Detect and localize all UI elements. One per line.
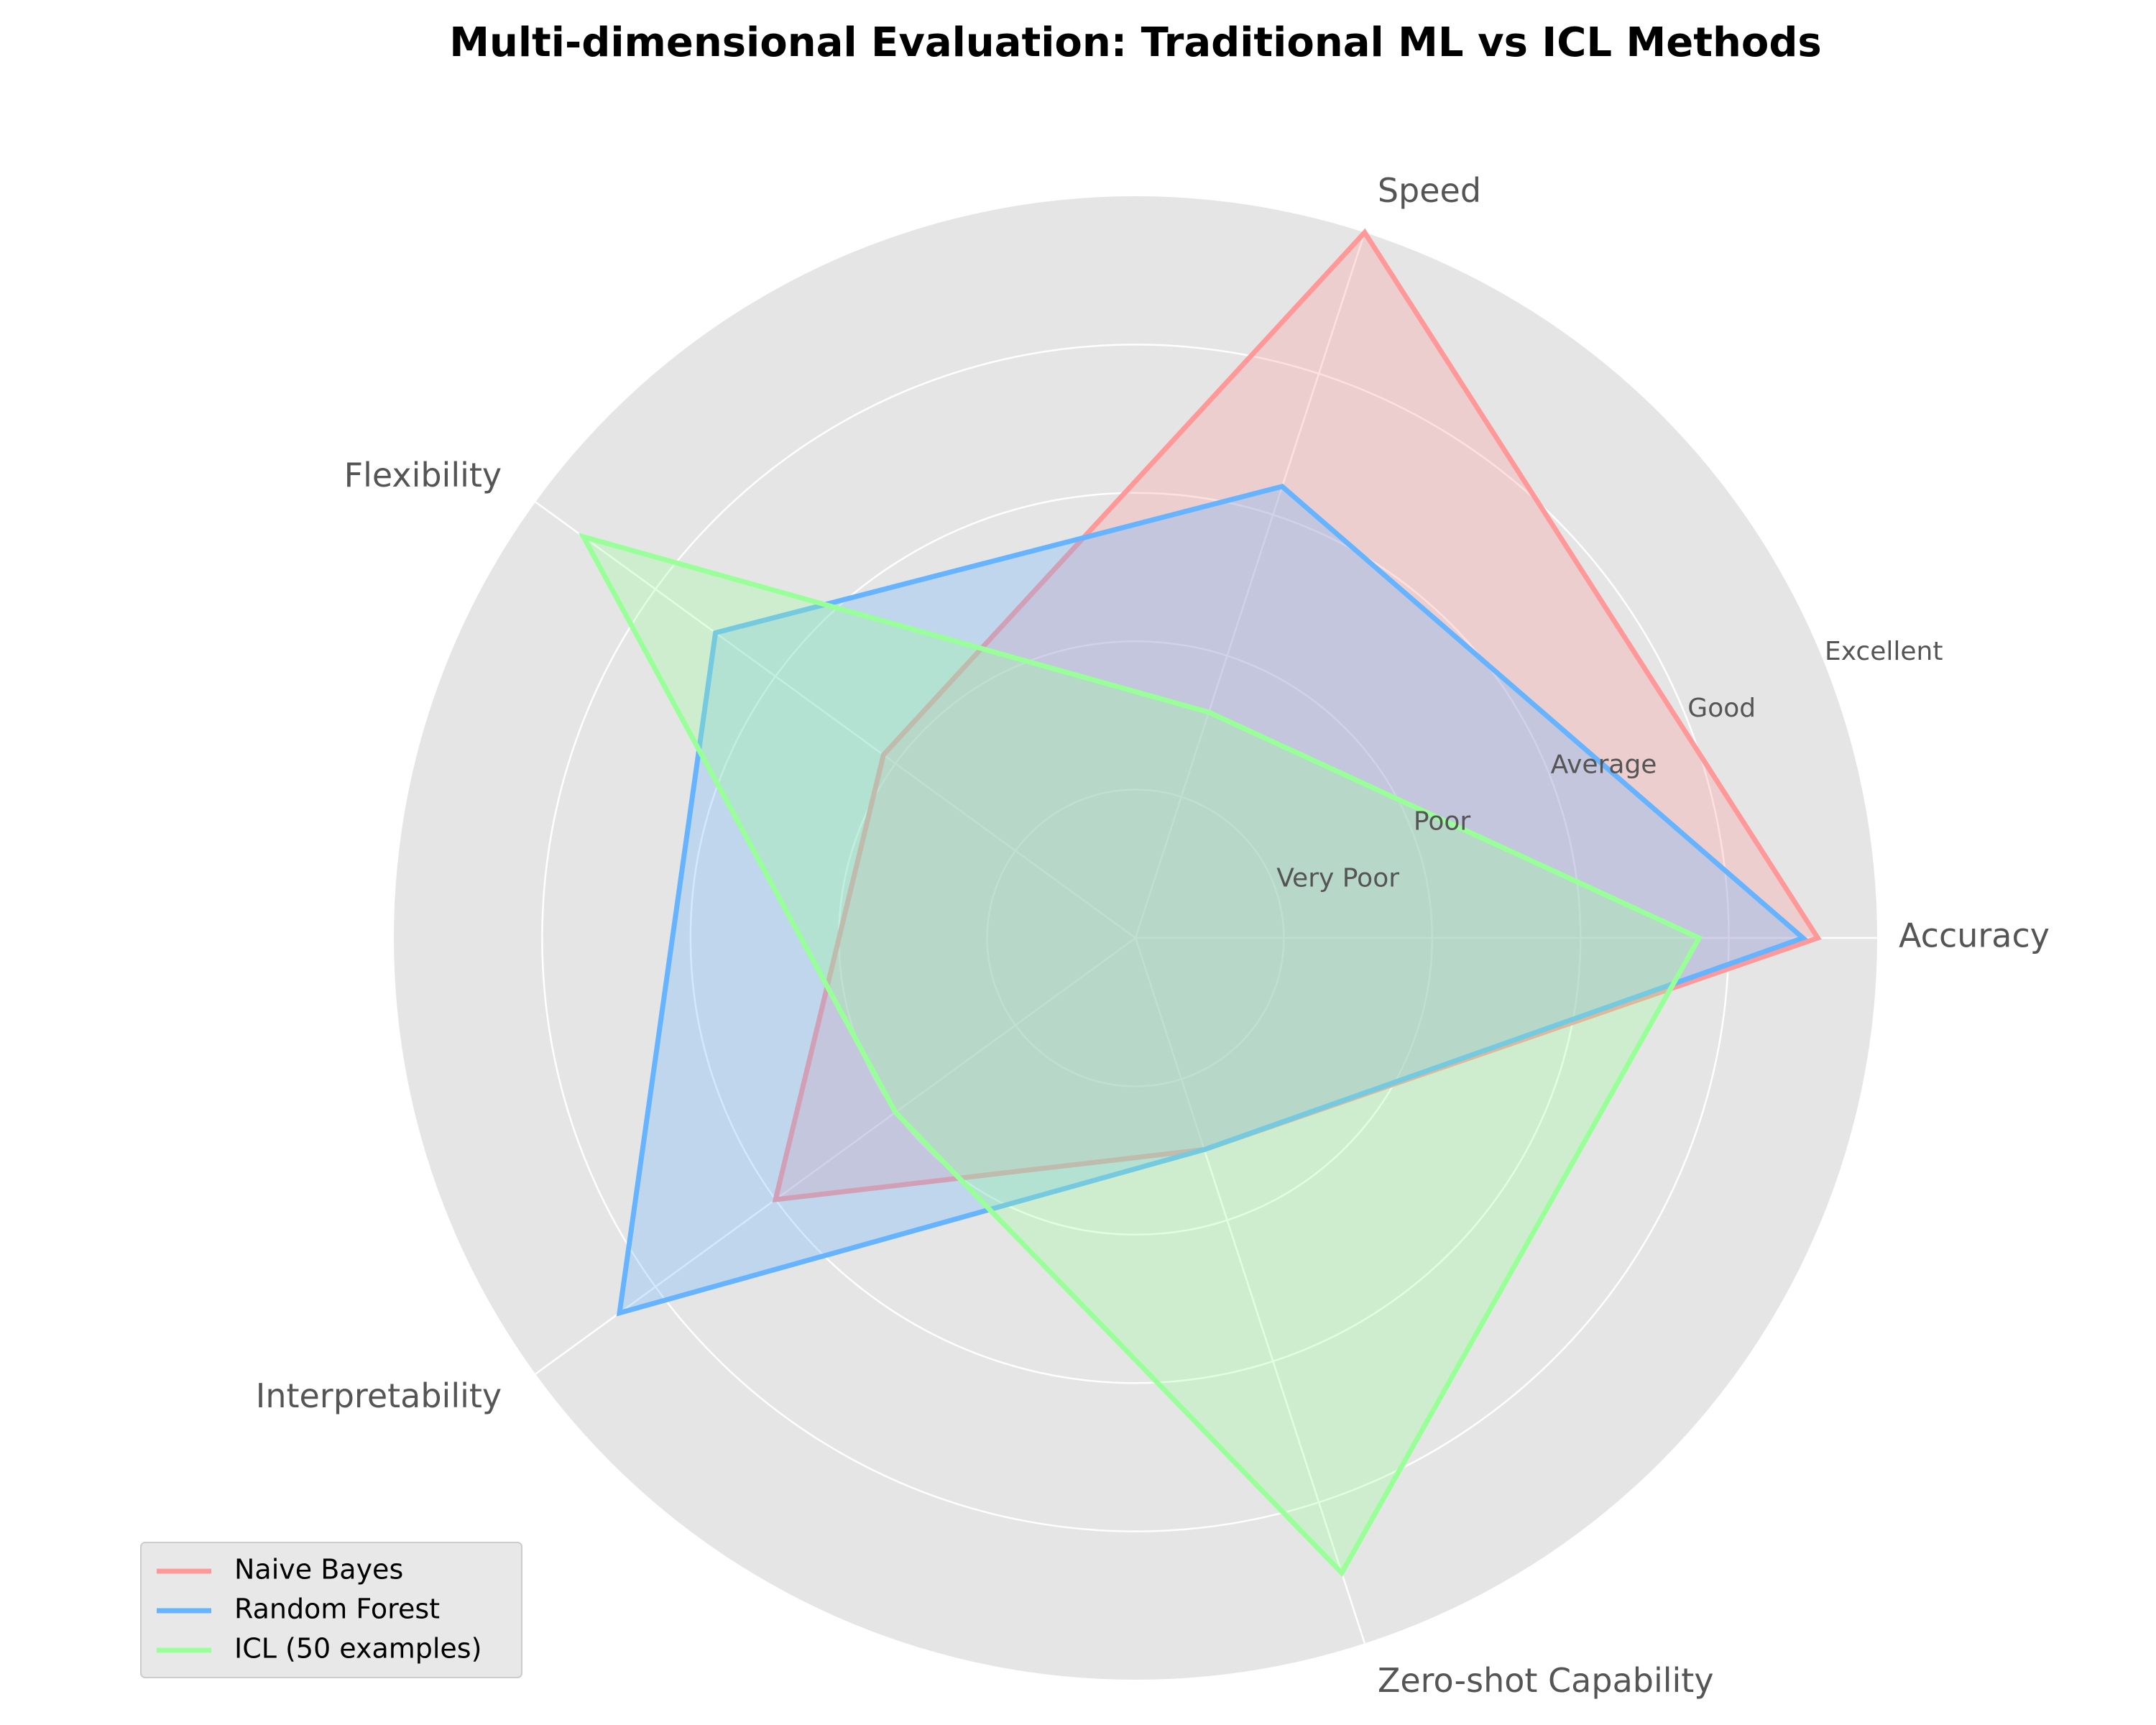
grid-spoke (1134, 937, 1366, 1644)
axis-label: Flexibility (344, 456, 502, 494)
grid-spoke (1134, 232, 1366, 939)
series-layer (578, 228, 1822, 1578)
category-axis-labels: Accuracy Speed Flexibility Interpretability… (256, 171, 2050, 1700)
legend-label: Naive Bayes (234, 1554, 403, 1586)
series-line-1 (616, 483, 1808, 1317)
axis-label: Speed (1378, 171, 1481, 210)
tick-label: Average (1551, 750, 1657, 780)
axis-label: Zero-shot Capability (1378, 1661, 1714, 1700)
tick-label: Poor (1414, 807, 1470, 837)
polar-grid (535, 232, 1877, 1644)
grid-spoke (535, 501, 1136, 939)
radial-tick-labels: Very Poor Poor Average Good Excellent (1276, 637, 1943, 893)
series-area-0 (775, 232, 1818, 1200)
axis-label: Accuracy (1899, 916, 2050, 955)
legend-label: Random Forest (234, 1593, 440, 1625)
chart-title: Multi-dimensional Evaluation: Traditiona… (449, 19, 1822, 66)
tick-label: Excellent (1825, 637, 1943, 666)
series-line-2 (578, 533, 1703, 1578)
legend-label: ICL (50 examples) (234, 1633, 482, 1665)
legend-box (140, 1542, 522, 1678)
tick-label: Very Poor (1276, 864, 1399, 893)
legend: Naive Bayes Random Forest ICL (50 examples… (140, 1542, 522, 1678)
grid-spoke (535, 937, 1136, 1375)
series-area-2 (583, 536, 1700, 1573)
series-area-1 (619, 486, 1803, 1313)
axis-label: Interpretability (256, 1376, 502, 1415)
tick-label: Good (1687, 694, 1756, 723)
